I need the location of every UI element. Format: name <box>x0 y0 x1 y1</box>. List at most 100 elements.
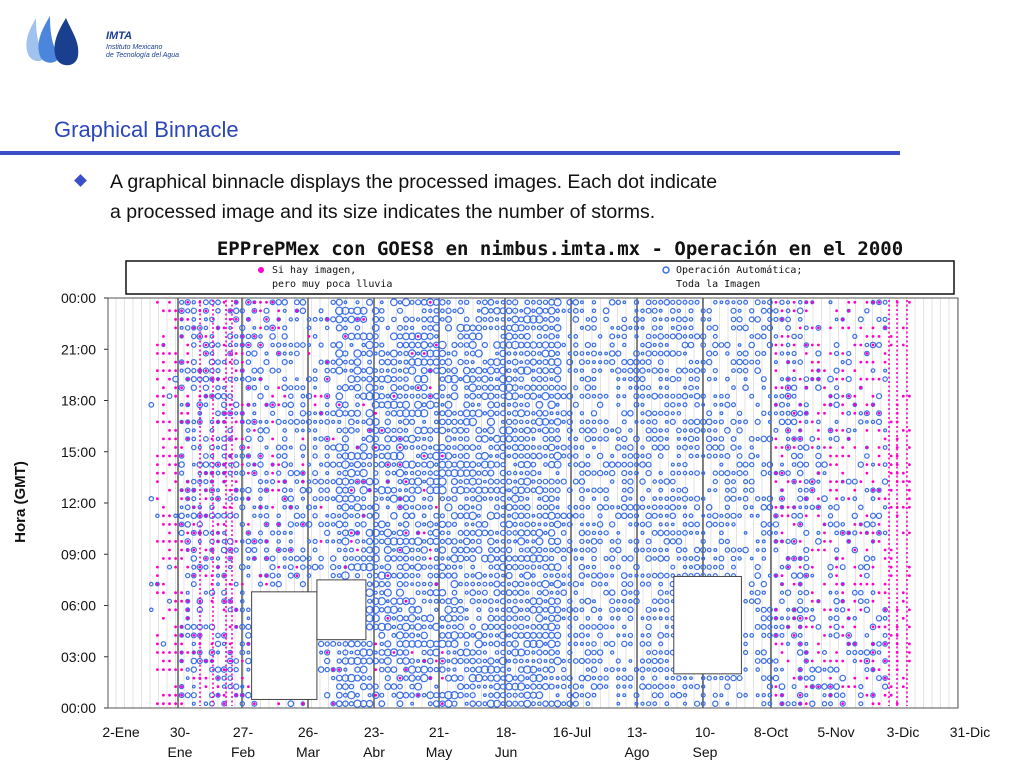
image-dot <box>865 419 869 424</box>
image-dot <box>876 650 882 655</box>
low-rain-dot <box>780 386 784 390</box>
image-dot <box>305 392 313 400</box>
low-rain-dot <box>889 565 893 569</box>
image-dot <box>505 418 513 426</box>
image-dot <box>421 598 427 604</box>
image-dot <box>294 522 300 527</box>
low-rain-dot <box>162 309 165 313</box>
image-dot <box>361 436 366 442</box>
low-rain-dot <box>283 394 287 398</box>
image-dot <box>341 383 350 392</box>
low-rain-dot <box>228 488 232 492</box>
image-dot <box>790 384 798 391</box>
x-tick-label-line2: Abr <box>363 744 385 760</box>
image-dot <box>628 385 633 390</box>
image-dot <box>330 461 337 468</box>
low-rain-dot <box>810 343 814 347</box>
image-dot <box>232 316 240 323</box>
image-dot <box>530 469 537 477</box>
title-divider <box>0 151 900 155</box>
image-dot <box>433 512 440 519</box>
image-dot <box>882 505 888 510</box>
image-dot <box>203 470 209 476</box>
image-dot <box>810 607 815 612</box>
low-rain-dot <box>198 369 202 372</box>
low-rain-dot <box>174 369 178 372</box>
image-dot <box>335 298 343 306</box>
image-dot <box>456 605 465 614</box>
image-dot <box>797 512 804 519</box>
image-dot <box>760 530 767 536</box>
image-dot <box>318 521 325 528</box>
low-rain-dot <box>859 326 863 330</box>
low-rain-dot <box>877 668 881 671</box>
image-dot <box>481 554 489 563</box>
image-dot <box>725 376 730 382</box>
image-dot <box>810 377 815 382</box>
image-dot <box>597 436 603 442</box>
image-dot <box>725 522 730 527</box>
image-dot <box>596 503 604 511</box>
image-dot <box>299 298 307 306</box>
low-rain-dot <box>853 446 857 449</box>
image-dot <box>178 521 185 528</box>
image-dot <box>469 666 476 673</box>
image-dot <box>658 308 663 313</box>
image-dot <box>282 530 287 535</box>
low-rain-dot <box>180 625 184 629</box>
image-dot <box>348 478 355 485</box>
image-dot <box>434 522 439 527</box>
image-dot <box>645 555 652 562</box>
image-dot <box>664 419 669 424</box>
image-dot <box>372 470 379 476</box>
image-dot <box>810 300 815 305</box>
low-rain-dot <box>168 437 171 441</box>
image-dot <box>737 308 742 313</box>
image-dot <box>464 692 470 698</box>
image-dot <box>549 675 554 681</box>
image-dot <box>294 308 300 314</box>
image-dot <box>858 649 864 656</box>
image-dot <box>821 461 828 468</box>
image-dot <box>335 341 343 349</box>
image-dot <box>524 350 531 357</box>
image-dot <box>336 547 342 553</box>
low-rain-dot <box>859 480 863 483</box>
image-dot <box>804 693 809 698</box>
image-dot <box>621 581 628 588</box>
image-dot <box>863 563 871 571</box>
image-dot <box>797 666 803 673</box>
image-dot <box>264 385 270 391</box>
image-dot <box>742 384 749 392</box>
image-dot <box>403 471 409 476</box>
image-dot <box>416 659 421 664</box>
image-dot <box>341 674 350 682</box>
image-dot <box>863 657 871 665</box>
image-dot <box>592 522 596 527</box>
image-dot <box>767 692 773 698</box>
image-dot <box>664 342 669 347</box>
image-dot <box>676 496 682 501</box>
image-dot <box>185 590 190 595</box>
image-dot <box>191 444 197 451</box>
image-dot <box>507 488 512 493</box>
image-dot <box>535 417 544 427</box>
low-rain-dot <box>356 446 359 449</box>
image-dot <box>773 615 779 621</box>
image-dot <box>190 529 197 536</box>
low-rain-dot <box>835 557 838 560</box>
image-dot <box>281 384 289 392</box>
image-dot <box>469 589 477 597</box>
image-dot <box>476 308 481 313</box>
image-dot <box>408 512 416 520</box>
low-rain-dot <box>774 540 778 543</box>
image-dot <box>415 436 421 442</box>
low-rain-dot <box>174 565 178 569</box>
image-dot <box>579 470 585 476</box>
low-rain-dot <box>792 505 796 509</box>
image-dot <box>815 384 822 392</box>
image-dot <box>191 650 196 655</box>
image-dot <box>487 529 494 536</box>
image-dot <box>469 683 476 690</box>
low-rain-dot <box>823 608 826 612</box>
